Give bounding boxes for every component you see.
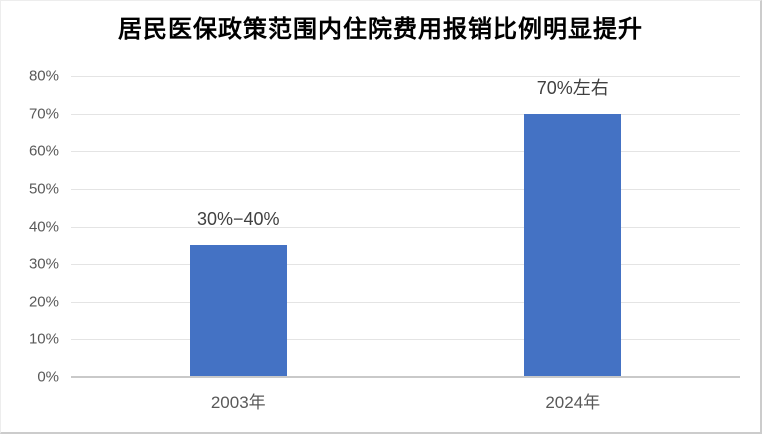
chart-title: 居民医保政策范围内住院费用报销比例明显提升	[118, 16, 643, 43]
y-axis-tick-label: 50%	[28, 180, 59, 198]
y-axis-tick-label: 0%	[37, 368, 59, 386]
y-axis-tick-label: 10%	[28, 330, 59, 348]
gridline	[71, 339, 740, 341]
x-axis-tick-label: 2024年	[545, 393, 601, 412]
gridline	[71, 226, 740, 228]
gridline	[71, 76, 740, 77]
y-axis-tick-label: 80%	[28, 67, 59, 85]
gridline	[71, 264, 740, 266]
bar-1	[189, 245, 287, 376]
gridline	[71, 301, 740, 303]
y-axis-tick-label: 20%	[28, 293, 59, 311]
y-axis-tick-label: 70%	[28, 105, 59, 123]
gridline	[71, 113, 740, 115]
y-axis-tick-label: 60%	[28, 142, 59, 160]
x-axis-line	[71, 376, 740, 378]
gridline	[71, 151, 740, 153]
bar-2	[524, 113, 622, 376]
bar-data-label: 70%左右	[536, 77, 609, 98]
gridline	[71, 188, 740, 190]
x-axis-tick-label: 2003年	[210, 393, 266, 412]
y-axis-tick-label: 40%	[28, 218, 59, 235]
y-axis-tick-label: 30%	[28, 255, 59, 273]
bar-data-label: 30%−40%	[196, 209, 280, 230]
